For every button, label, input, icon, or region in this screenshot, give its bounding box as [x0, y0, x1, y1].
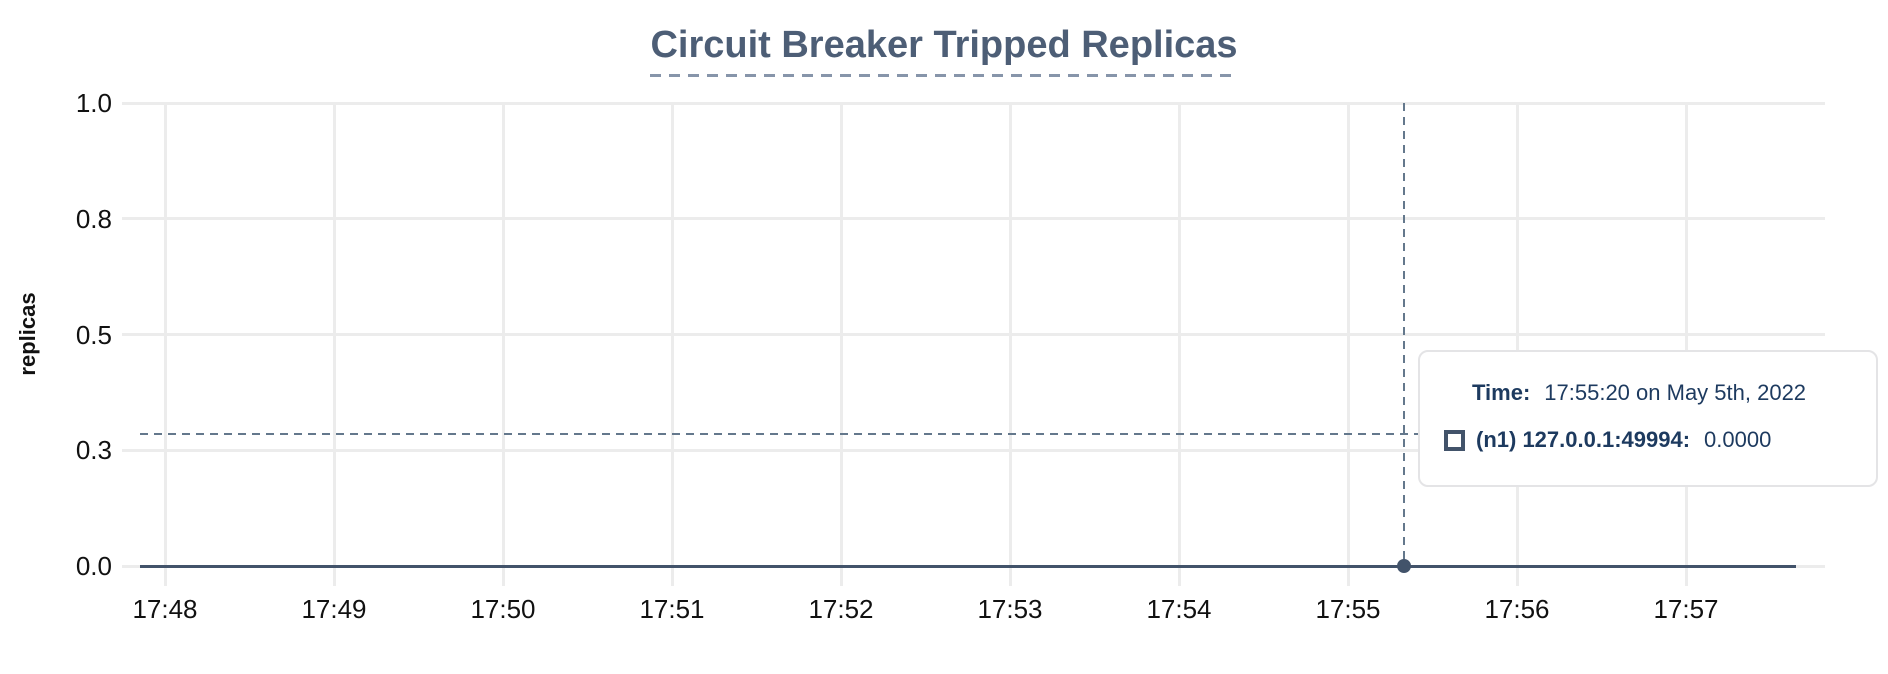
x-tick-label: 17:57: [1653, 594, 1719, 624]
tooltip-series-value: 0.0000: [1704, 427, 1772, 452]
y-tick-label: 0.8: [75, 203, 112, 234]
x-tick-label: 17:53: [977, 594, 1043, 624]
tooltip-time-value: 17:55:20 on May 5th, 2022: [1544, 380, 1807, 405]
crosshair-horizontal-line: [140, 433, 1418, 436]
chart-title: Circuit Breaker Tripped Replicas: [650, 24, 1238, 77]
x-tick-label: 17:54: [1146, 594, 1212, 624]
y-tick-label: 0.5: [75, 319, 112, 350]
chart-header: Circuit Breaker Tripped Replicas: [0, 24, 1888, 77]
x-tick-label: 17:49: [301, 594, 367, 624]
tooltip-series-row: (n1) 127.0.0.1:49994: 0.0000: [1444, 425, 1858, 455]
x-tick-label: 17:51: [639, 594, 705, 624]
gridline-horizontal: [122, 333, 1825, 336]
gridline-horizontal: [122, 101, 1825, 105]
gridline-vertical: [1684, 103, 1688, 586]
tooltip-time-row: Time: 17:55:20 on May 5th, 2022: [1472, 378, 1858, 408]
y-tick-label: 0.3: [75, 435, 112, 466]
gridline-vertical: [839, 103, 843, 586]
tooltip-time-label: Time:: [1472, 380, 1531, 405]
gridline-horizontal: [122, 217, 1825, 221]
y-tick-label: 0.0: [75, 551, 112, 581]
gridline-vertical: [1515, 103, 1519, 586]
x-tick-label: 17:56: [1484, 594, 1550, 624]
y-tick-label: 1.0: [75, 88, 112, 118]
gridline-vertical: [332, 103, 336, 586]
gridline-vertical: [1346, 103, 1350, 586]
data-point-marker: [1397, 559, 1412, 573]
gridline-vertical: [501, 103, 505, 586]
gridline-horizontal: [122, 448, 1825, 452]
tooltip-series-label: (n1) 127.0.0.1:49994:: [1476, 427, 1691, 452]
tooltip: Time: 17:55:20 on May 5th, 2022 (n1) 127…: [1418, 350, 1878, 487]
series-line: [139, 564, 1796, 568]
x-tick-label: 17:52: [808, 594, 874, 624]
square-outline-icon: [1444, 429, 1465, 451]
crosshair-vertical-line: [1403, 103, 1406, 566]
x-tick-label: 17:50: [470, 594, 536, 624]
x-tick-label: 17:55: [1315, 594, 1381, 624]
gridline-vertical: [1008, 103, 1012, 586]
gridline-vertical: [1177, 103, 1181, 586]
gridline-vertical: [670, 103, 674, 586]
x-tick-label: 17:48: [132, 594, 198, 624]
gridline-vertical: [163, 103, 167, 586]
